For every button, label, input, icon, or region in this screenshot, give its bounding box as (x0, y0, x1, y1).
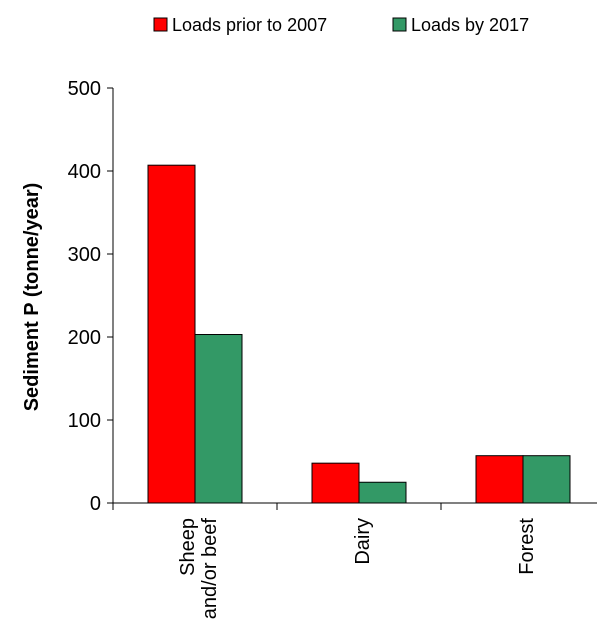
legend: Loads prior to 2007 Loads by 2017 (153, 15, 529, 35)
y-tick-label: 500 (68, 78, 101, 100)
legend-label: Loads by 2017 (411, 15, 529, 35)
bar-by-2017-1 (358, 481, 407, 504)
y-tick-label: 300 (68, 244, 101, 266)
bar-by-2017-2 (522, 455, 571, 504)
x-category-label: Sheep and/or beef (177, 518, 221, 620)
y-tick-label: 100 (68, 410, 101, 432)
bar-prior-2007-2 (475, 455, 524, 504)
bar-by-2017-0 (194, 334, 243, 504)
legend-label: Loads prior to 2007 (172, 15, 327, 35)
y-axis-title: Sediment P (tonne/year) (21, 183, 43, 412)
y-tick-label: 400 (68, 161, 101, 183)
x-category-label-line: Sheep (177, 518, 199, 576)
axes (112, 88, 597, 504)
x-category-label-line: Dairy (352, 518, 374, 565)
x-category-label: Forest (516, 518, 538, 575)
y-ticks: 0 100 200 300 400 500 (68, 78, 113, 515)
legend-swatch (392, 17, 407, 32)
x-category-label-line: Forest (516, 518, 538, 575)
y-tick-label: 200 (68, 327, 101, 349)
y-tick-label: 0 (90, 493, 101, 515)
bars (147, 164, 571, 504)
x-category-label: Dairy (352, 518, 374, 565)
x-ticks: Sheep and/or beef Dairy Forest (112, 503, 538, 620)
bar-prior-2007-0 (147, 164, 196, 504)
bar-prior-2007-1 (311, 462, 360, 504)
x-category-label-line: and/or beef (199, 518, 221, 620)
legend-swatch (153, 17, 168, 32)
